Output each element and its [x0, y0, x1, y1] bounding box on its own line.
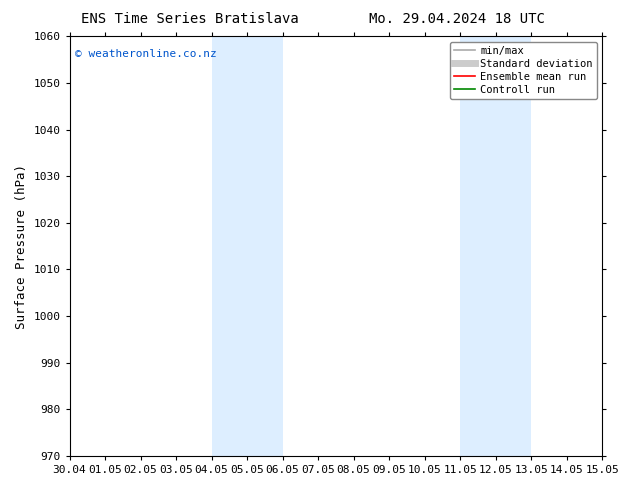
Text: Mo. 29.04.2024 18 UTC: Mo. 29.04.2024 18 UTC	[368, 12, 545, 26]
Text: © weatheronline.co.nz: © weatheronline.co.nz	[75, 49, 217, 59]
Text: ENS Time Series Bratislava: ENS Time Series Bratislava	[81, 12, 299, 26]
Legend: min/max, Standard deviation, Ensemble mean run, Controll run: min/max, Standard deviation, Ensemble me…	[450, 42, 597, 99]
Bar	[460, 36, 496, 456]
Bar	[247, 36, 283, 456]
Bar	[496, 36, 531, 456]
Bar	[212, 36, 247, 456]
Y-axis label: Surface Pressure (hPa): Surface Pressure (hPa)	[15, 164, 28, 329]
